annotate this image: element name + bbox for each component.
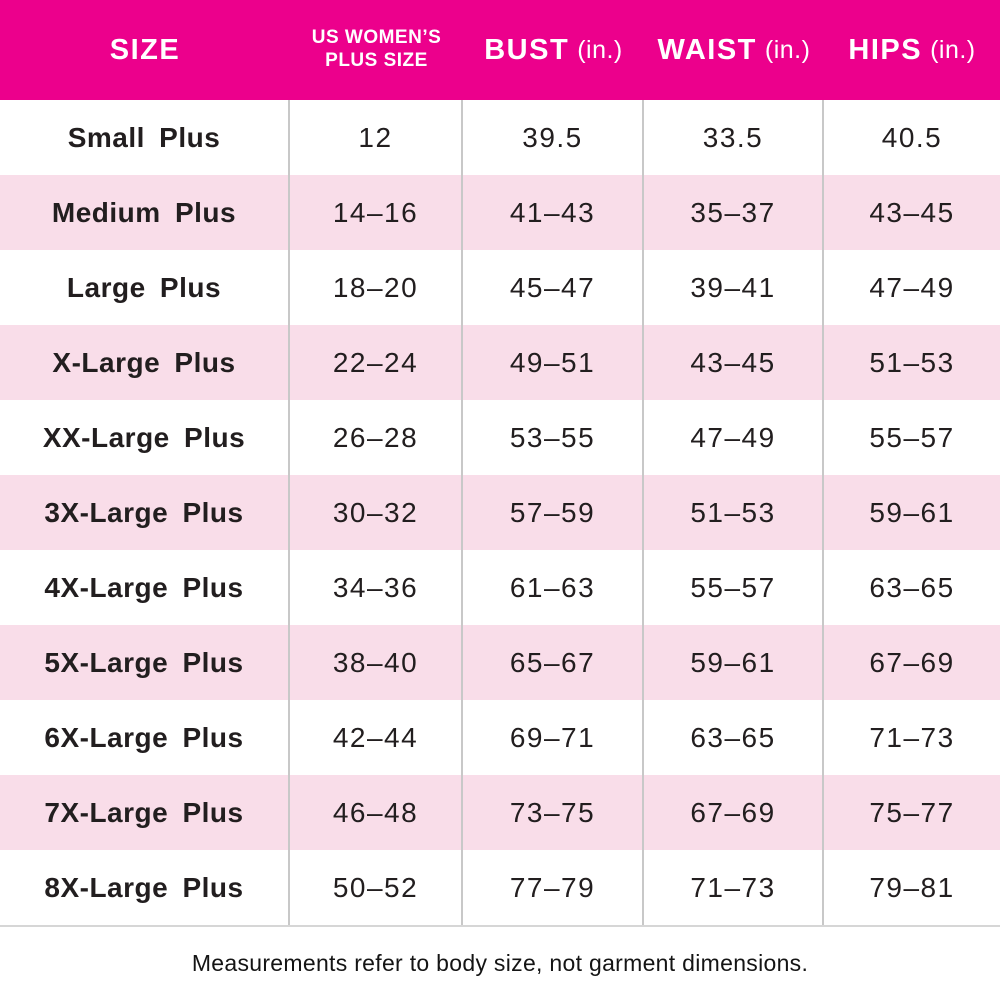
table-header-row: SIZE US WOMEN’S PLUS SIZE BUST (in.) WAI… <box>0 0 1000 100</box>
row-measurement-value: 53–55 <box>463 400 644 475</box>
table-row: Large Plus 18–20 45–47 39–41 47–49 <box>0 250 1000 325</box>
row-measurement-value: 51–53 <box>869 346 955 378</box>
row-measurement-value: 45–47 <box>463 250 644 325</box>
row-measurement-value: 22–24 <box>290 325 463 400</box>
row-measurement-value: 77–79 <box>463 850 644 925</box>
table-row: X-Large Plus 22–24 49–51 43–45 51–53 <box>0 325 1000 400</box>
row-measurement-value: 55–57 <box>869 421 955 453</box>
header-size: SIZE <box>0 0 290 100</box>
table-row: 4X-Large Plus 34–36 61–63 55–57 63–65 <box>0 550 1000 625</box>
row-measurement-value: 39–41 <box>644 250 824 325</box>
row-size-label: 4X-Large Plus <box>0 550 290 625</box>
row-measurement-value: 47–49 <box>644 400 824 475</box>
row-measurement-value: 30–32 <box>290 475 463 550</box>
row-size-label: Medium Plus <box>0 175 290 250</box>
row-measurement-value: 59–61 <box>869 496 955 528</box>
row-size-label: 7X-Large Plus <box>0 775 290 850</box>
row-size-label: 6X-Large Plus <box>0 700 290 775</box>
row-measurement-value: 63–65 <box>644 700 824 775</box>
row-measurement-value: 41–43 <box>463 175 644 250</box>
row-measurement-value: 69–71 <box>463 700 644 775</box>
row-measurement-value: 43–45 <box>644 325 824 400</box>
row-measurement-value: 57–59 <box>463 475 644 550</box>
row-measurement-value: 65–67 <box>463 625 644 700</box>
row-measurement-value: 40.5 <box>881 121 943 153</box>
row-measurement-value: 33.5 <box>644 100 824 175</box>
table-row: XX-Large Plus 26–28 53–55 47–49 55–57 <box>0 400 1000 475</box>
table-row: Small Plus 12 39.5 33.5 40.5 <box>0 100 1000 175</box>
row-measurement-value: 67–69 <box>644 775 824 850</box>
row-size-label: 3X-Large Plus <box>0 475 290 550</box>
row-measurement-value: 59–61 <box>644 625 824 700</box>
row-measurement-value: 18–20 <box>290 250 463 325</box>
row-measurement-value: 79–81 <box>869 871 955 903</box>
row-measurement-value: 67–69 <box>869 646 955 678</box>
row-measurement-value: 26–28 <box>290 400 463 475</box>
row-size-label: Small Plus <box>0 100 290 175</box>
row-measurement-value: 39.5 <box>463 100 644 175</box>
row-measurement-value: 34–36 <box>290 550 463 625</box>
header-waist-unit: (in.) <box>764 35 811 64</box>
table-row: 3X-Large Plus 30–32 57–59 51–53 59–61 <box>0 475 1000 550</box>
row-measurement-value: 71–73 <box>644 850 824 925</box>
row-size-label: Large Plus <box>0 250 290 325</box>
row-measurement-value: 61–63 <box>463 550 644 625</box>
row-measurement-value: 50–52 <box>290 850 463 925</box>
header-hips-unit: (in.) <box>930 35 976 64</box>
row-measurement-value: 55–57 <box>644 550 824 625</box>
row-size-label: XX-Large Plus <box>0 400 290 475</box>
row-measurement-value: 38–40 <box>290 625 463 700</box>
row-size-label: 8X-Large Plus <box>0 850 290 925</box>
row-measurement-value: 63–65 <box>869 571 955 603</box>
row-measurement-value: 12 <box>290 100 463 175</box>
row-measurement-value: 73–75 <box>463 775 644 850</box>
table-row: 6X-Large Plus 42–44 69–71 63–65 71–73 <box>0 700 1000 775</box>
header-hips: HIPS (in.) <box>824 0 1000 100</box>
table-row: 8X-Large Plus 50–52 77–79 71–73 79–81 <box>0 850 1000 925</box>
row-measurement-value: 75–77 <box>869 796 955 828</box>
header-waist-label: WAIST <box>657 33 757 66</box>
header-us-plus-size-label: US WOMEN’S PLUS SIZE <box>312 27 442 73</box>
row-measurement-value: 47–49 <box>869 271 955 303</box>
row-size-label: X-Large Plus <box>0 325 290 400</box>
header-bust: BUST (in.) <box>463 0 644 100</box>
header-size-label: SIZE <box>109 33 181 66</box>
row-measurement-value: 42–44 <box>290 700 463 775</box>
row-measurement-value: 46–48 <box>290 775 463 850</box>
table-row: Medium Plus 14–16 41–43 35–37 43–45 <box>0 175 1000 250</box>
row-measurement-value: 51–53 <box>644 475 824 550</box>
header-us-plus-line1: US WOMEN’S <box>311 27 442 49</box>
row-measurement-value: 35–37 <box>644 175 824 250</box>
measurement-footnote: Measurements refer to body size, not gar… <box>191 950 809 976</box>
header-waist: WAIST (in.) <box>644 0 824 100</box>
header-hips-label: HIPS <box>848 33 923 66</box>
row-measurement-value: 49–51 <box>463 325 644 400</box>
row-measurement-value: 71–73 <box>869 721 955 753</box>
header-bust-label: BUST <box>484 33 570 66</box>
table-row: 5X-Large Plus 38–40 65–67 59–61 67–69 <box>0 625 1000 700</box>
table-row: 7X-Large Plus 46–48 73–75 67–69 75–77 <box>0 775 1000 850</box>
header-us-plus-size: US WOMEN’S PLUS SIZE <box>290 0 463 100</box>
table-body: Small Plus 12 39.5 33.5 40.5 Medium Plus 14–16… <box>0 100 1000 927</box>
row-measurement-value: 14–16 <box>290 175 463 250</box>
header-bust-unit: (in.) <box>577 35 623 64</box>
header-us-plus-line2: PLUS SIZE <box>325 50 428 71</box>
row-measurement-value: 43–45 <box>869 196 955 228</box>
row-size-label: 5X-Large Plus <box>0 625 290 700</box>
